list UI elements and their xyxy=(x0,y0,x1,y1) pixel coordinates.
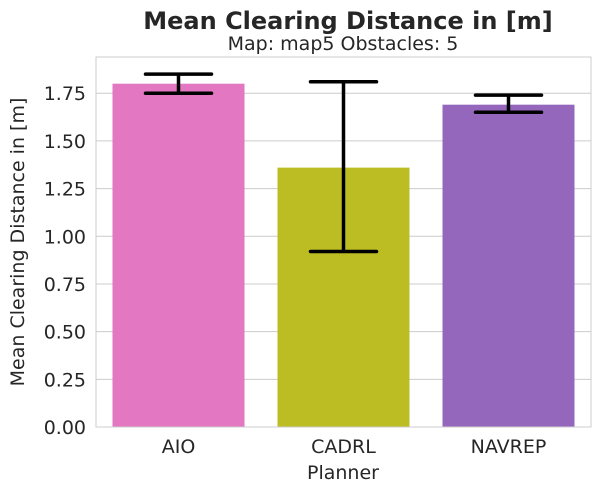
x-tick-label: CADRL xyxy=(311,436,376,458)
chart-title: Mean Clearing Distance in [m] xyxy=(143,7,552,35)
bar-aio xyxy=(112,83,245,427)
y-axis-ticks: 0.00 0.25 0.50 0.75 1.00 1.25 1.50 1.75 xyxy=(44,83,86,439)
y-tick-label: 1.25 xyxy=(44,179,86,201)
x-axis-ticks: AIO CADRL NAVREP xyxy=(162,436,547,458)
x-tick-label: NAVREP xyxy=(471,436,547,458)
y-tick-label: 1.75 xyxy=(44,83,86,105)
y-tick-label: 0.00 xyxy=(44,417,86,439)
y-axis-label: Mean Clearing Distance in [m] xyxy=(7,98,29,387)
y-tick-label: 0.75 xyxy=(44,274,86,296)
y-tick-label: 0.50 xyxy=(44,322,86,344)
y-tick-label: 1.50 xyxy=(44,131,86,153)
chart-subtitle: Map: map5 Obstacles: 5 xyxy=(228,33,459,55)
x-axis-label: Planner xyxy=(307,462,379,484)
y-tick-label: 1.00 xyxy=(44,226,86,248)
plot-frame xyxy=(95,56,592,428)
x-tick-label: AIO xyxy=(162,436,196,458)
bar-navrep xyxy=(442,104,575,427)
y-tick-label: 0.25 xyxy=(44,369,86,391)
bars xyxy=(112,83,575,427)
error-bars xyxy=(143,72,544,254)
